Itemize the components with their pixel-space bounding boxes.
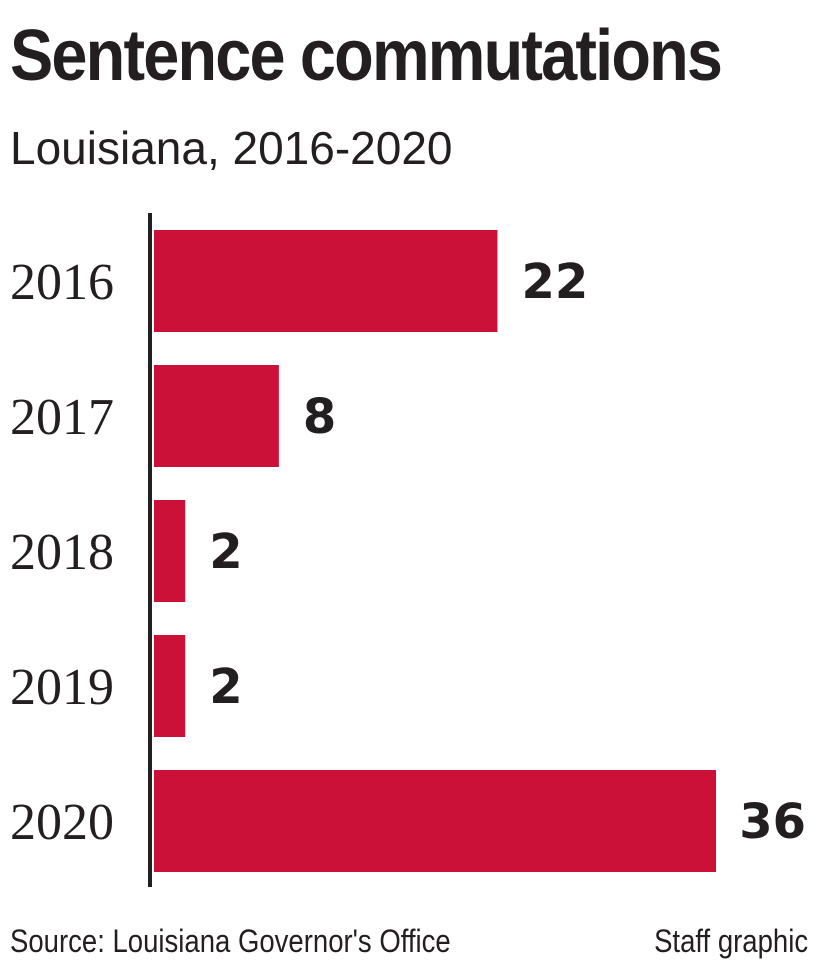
y-tick-label: 2019: [10, 659, 114, 716]
bar-2019: [154, 635, 186, 737]
chart-title: Sentence commutations: [10, 16, 723, 96]
source-note: Source: Louisiana Governor's Office: [10, 923, 451, 959]
data-label: 22: [521, 254, 588, 310]
bar-2018: [154, 500, 186, 602]
bar-2016: [154, 230, 498, 332]
data-label: 8: [303, 389, 336, 445]
bar-2017: [154, 365, 279, 467]
bar-2020: [154, 770, 716, 872]
chart-subtitle: Louisiana, 2016-2020: [10, 122, 453, 174]
y-tick-label: 2018: [10, 524, 114, 581]
data-label: 36: [739, 794, 806, 850]
bar-chart: 2016 22 2017 8 2018 2 2019 2 2020 36: [10, 213, 806, 887]
y-axis-line: [148, 213, 152, 887]
data-label: 2: [209, 524, 242, 580]
y-tick-label: 2016: [10, 254, 114, 311]
data-label: 2: [209, 659, 242, 715]
y-tick-label: 2017: [10, 389, 114, 446]
staff-credit: Staff graphic: [653, 923, 808, 959]
y-tick-label: 2020: [10, 794, 114, 851]
